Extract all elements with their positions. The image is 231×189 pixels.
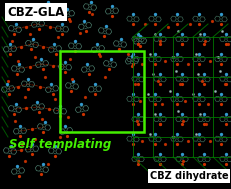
Text: Self templating: Self templating xyxy=(9,138,111,151)
Bar xyxy=(60,51,143,132)
Text: CBZ dihydrate: CBZ dihydrate xyxy=(149,171,228,181)
Text: CBZ-GLA: CBZ-GLA xyxy=(7,6,64,19)
